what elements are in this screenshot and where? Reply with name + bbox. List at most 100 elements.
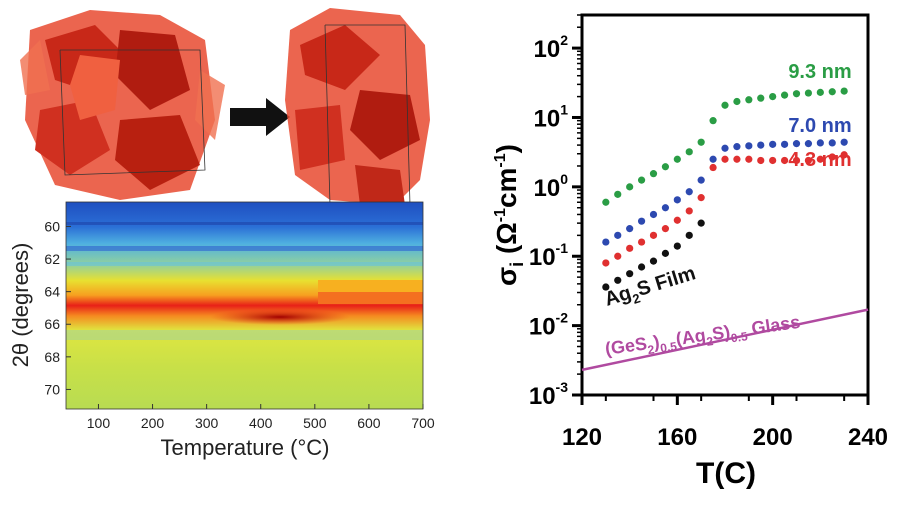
- data-point: [709, 155, 717, 163]
- heatmap-y-tick-label: 68: [44, 349, 60, 365]
- data-point: [828, 153, 836, 161]
- data-point: [769, 92, 777, 101]
- heatmap-y-tick-label: 60: [44, 218, 60, 234]
- series-9-3-nm: [602, 87, 848, 206]
- heatmap-x-tick-label: 300: [195, 415, 219, 431]
- chart-axes: 120 160 200 240 10-3 10-2 10-1 100 101 102: [529, 14, 888, 451]
- data-point: [697, 194, 705, 202]
- heatmap-x-ticks: 100 200 300 400 500 600 700: [87, 404, 435, 431]
- chart-y-tick-label: 102: [534, 32, 569, 63]
- data-point: [721, 155, 729, 163]
- data-point: [769, 140, 777, 148]
- data-point: [602, 238, 610, 246]
- data-point: [673, 216, 681, 224]
- data-point: [804, 156, 813, 165]
- data-point: [757, 94, 765, 102]
- chart-y-tick-label: 10-3: [529, 379, 568, 410]
- data-point: [697, 138, 705, 146]
- data-point: [637, 217, 646, 225]
- series-label: 7.0 nm: [788, 115, 851, 137]
- heatmap-x-tick-label: 700: [411, 415, 435, 431]
- heatmap-y-tick-label: 64: [44, 284, 60, 300]
- data-point: [709, 163, 717, 172]
- heatmap-x-tick-label: 600: [357, 415, 381, 431]
- data-point: [840, 138, 848, 146]
- data-point: [614, 252, 622, 260]
- data-point: [733, 143, 741, 151]
- data-point: [780, 156, 789, 165]
- heatmap-x-tick-label: 200: [141, 415, 165, 431]
- crystal-structure-cubic: [20, 10, 225, 200]
- data-point: [626, 183, 634, 191]
- data-point: [757, 141, 765, 149]
- data-point: [626, 270, 634, 278]
- data-point: [661, 225, 670, 233]
- data-point: [792, 90, 801, 98]
- data-point: [721, 101, 729, 109]
- chart-x-tick-label: 240: [848, 424, 888, 451]
- heatmap-x-label: Temperature (°C): [161, 435, 330, 460]
- data-point: [840, 151, 848, 159]
- data-point: [614, 276, 622, 284]
- heatmap-plot: 100 200 300 400 500 600 700 60 62 64 66 68 70 Tempe…: [8, 201, 435, 460]
- heatmap-y-tick-label: 70: [44, 381, 60, 397]
- data-point: [816, 88, 824, 96]
- data-point: [637, 263, 646, 271]
- data-point: [828, 88, 836, 96]
- chart-y-tick-label: 10-2: [529, 310, 568, 341]
- data-point: [626, 244, 634, 252]
- data-point: [745, 142, 753, 150]
- data-point: [792, 156, 801, 165]
- data-point: [626, 225, 634, 233]
- chart-y-tick-label: 10-1: [529, 240, 568, 271]
- series-4-3-nm: [602, 151, 848, 267]
- data-point: [614, 190, 622, 198]
- data-point: [733, 97, 741, 106]
- data-point: [733, 155, 741, 163]
- heatmap-area: [66, 202, 423, 409]
- data-point: [792, 140, 801, 148]
- heatmap-y-tick-label: 62: [44, 251, 60, 267]
- data-point: [661, 163, 670, 171]
- series-ag2s-film: [602, 219, 705, 291]
- chart-x-tick-label: 160: [657, 424, 697, 451]
- data-point: [697, 176, 705, 184]
- data-point: [649, 170, 658, 178]
- chart-x-tick-label: 120: [562, 424, 602, 451]
- data-point: [602, 283, 610, 291]
- chart-y-label: σi (Ω-1cm-1): [491, 144, 527, 286]
- heatmap-x-tick-label: 500: [303, 415, 327, 431]
- crystal-structure-tetragonal: [285, 8, 430, 206]
- data-points: [602, 87, 848, 291]
- heatmap-x-tick-label: 400: [249, 415, 273, 431]
- heatmap-x-tick-label: 100: [87, 415, 111, 431]
- glass-label: (GeS2)0.5(Ag2S)0.5 Glass: [604, 312, 802, 363]
- chart-y-tick-label: 100: [534, 171, 569, 202]
- data-point: [637, 238, 646, 246]
- series-labels: 9.3 nm 7.0 nm 4.3 nm Ag2S Film(GeS2)0.5(Ag2…: [602, 61, 852, 363]
- data-point: [804, 140, 813, 148]
- data-point: [816, 155, 824, 163]
- data-point: [721, 144, 729, 152]
- data-point: [602, 259, 610, 267]
- data-point: [673, 242, 681, 250]
- chart-y-tick-label: 101: [534, 101, 569, 132]
- data-point: [780, 91, 789, 99]
- right-arrow-icon: [230, 98, 290, 136]
- data-point: [769, 156, 777, 165]
- data-point: [804, 89, 813, 97]
- data-point: [685, 188, 693, 196]
- chart-x-tick-label: 200: [753, 424, 793, 451]
- data-point: [685, 207, 693, 215]
- data-point: [685, 231, 693, 239]
- chart-y-label-text: σi (Ω-1cm-1): [491, 144, 527, 286]
- data-point: [673, 196, 681, 204]
- data-point: [614, 231, 622, 239]
- data-point: [661, 249, 670, 257]
- data-point: [661, 204, 670, 212]
- data-point: [757, 156, 765, 165]
- conductivity-chart: 120 160 200 240 10-3 10-2 10-1 100 101 102 9.3 nm…: [491, 13, 888, 490]
- data-point: [828, 139, 836, 147]
